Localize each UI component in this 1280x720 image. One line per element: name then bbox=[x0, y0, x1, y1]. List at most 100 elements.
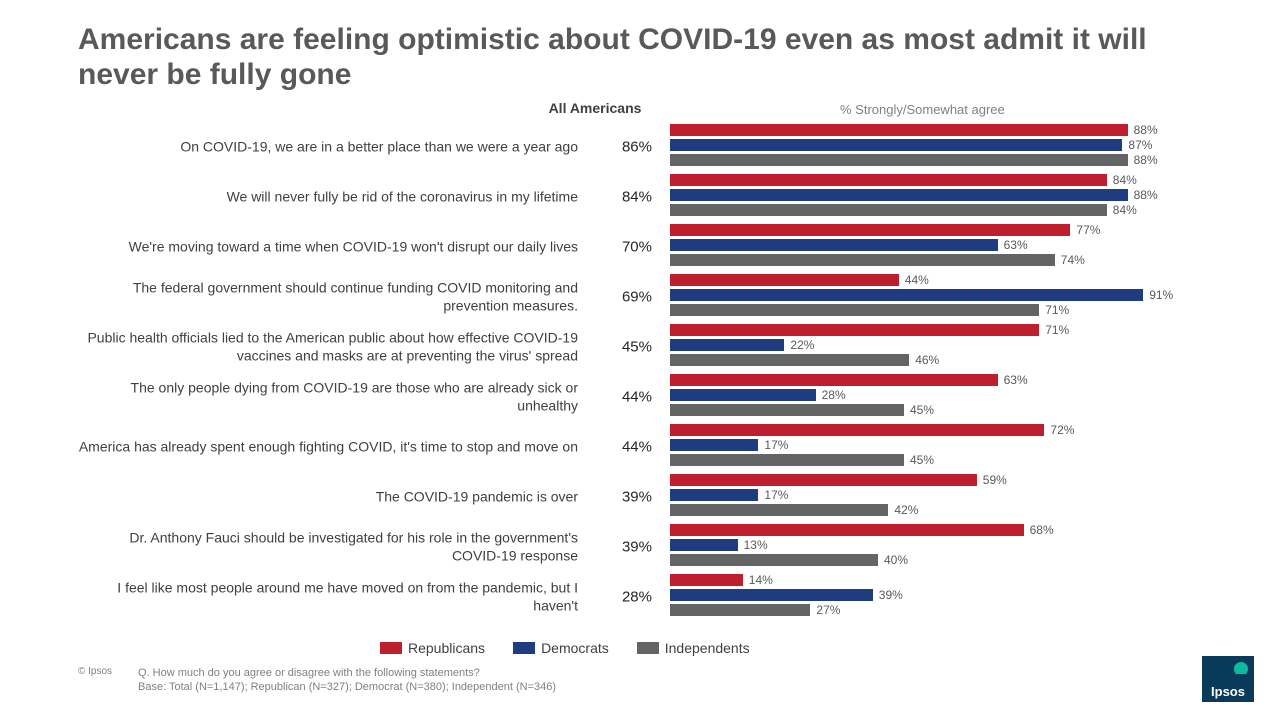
chart-row: The only people dying from COVID-19 are … bbox=[78, 372, 1238, 422]
bar-group: 44% 91% 71% bbox=[670, 274, 1190, 320]
bar-democrats: 39% bbox=[670, 589, 873, 601]
swatch-democrats bbox=[513, 642, 535, 654]
bar-value-independents: 74% bbox=[1061, 253, 1085, 267]
bar-value-republicans: 63% bbox=[1004, 373, 1028, 387]
bar-democrats: 28% bbox=[670, 389, 816, 401]
copyright: © Ipsos bbox=[78, 666, 112, 677]
bar-value-republicans: 77% bbox=[1076, 223, 1100, 237]
chart-row: Public health officials lied to the Amer… bbox=[78, 322, 1238, 372]
chart-row: Dr. Anthony Fauci should be investigated… bbox=[78, 522, 1238, 572]
bar-value-independents: 42% bbox=[894, 503, 918, 517]
bar-value-independents: 40% bbox=[884, 553, 908, 567]
column-header-pct: % Strongly/Somewhat agree bbox=[840, 102, 1005, 117]
swatch-independents bbox=[637, 642, 659, 654]
bar-value-democrats: 88% bbox=[1134, 188, 1158, 202]
statement-label: The only people dying from COVID-19 are … bbox=[78, 380, 578, 415]
statement-label: Dr. Anthony Fauci should be investigated… bbox=[78, 530, 578, 565]
bar-independents: 42% bbox=[670, 504, 888, 516]
bar-republicans: 59% bbox=[670, 474, 977, 486]
bar-value-independents: 88% bbox=[1134, 153, 1158, 167]
bar-democrats: 87% bbox=[670, 139, 1122, 151]
legend-republicans: Republicans bbox=[380, 640, 485, 656]
bar-value-democrats: 91% bbox=[1149, 288, 1173, 302]
bar-democrats: 63% bbox=[670, 239, 998, 251]
bar-democrats: 13% bbox=[670, 539, 738, 551]
bar-group: 72% 17% 45% bbox=[670, 424, 1190, 470]
bar-value-independents: 71% bbox=[1045, 303, 1069, 317]
all-americans-value: 45% bbox=[598, 339, 652, 356]
all-americans-value: 86% bbox=[598, 139, 652, 156]
legend-democrats: Democrats bbox=[513, 640, 609, 656]
footer-base: Base: Total (N=1,147); Republican (N=327… bbox=[138, 680, 556, 694]
bar-democrats: 17% bbox=[670, 439, 758, 451]
bar-republicans: 84% bbox=[670, 174, 1107, 186]
bar-group: 88%87%88% bbox=[670, 124, 1190, 170]
bar-republicans: 14% bbox=[670, 574, 743, 586]
chart-title: Americans are feeling optimistic about C… bbox=[78, 22, 1198, 93]
bar-value-republicans: 14% bbox=[749, 573, 773, 587]
footer-question: Q. How much do you agree or disagree wit… bbox=[138, 666, 556, 680]
legend-label-independents: Independents bbox=[665, 640, 750, 656]
bar-independents: 84% bbox=[670, 204, 1107, 216]
legend-independents: Independents bbox=[637, 640, 750, 656]
bar-value-republicans: 84% bbox=[1113, 173, 1137, 187]
chart-row: The COVID-19 pandemic is over39%59%17%42… bbox=[78, 472, 1238, 522]
bar-republicans: 72% bbox=[670, 424, 1044, 436]
chart-row: America has already spent enough fightin… bbox=[78, 422, 1238, 472]
all-americans-value: 39% bbox=[598, 489, 652, 506]
bar-value-independents: 27% bbox=[816, 603, 840, 617]
bar-value-democrats: 63% bbox=[1004, 238, 1028, 252]
bar-republicans: 63% bbox=[670, 374, 998, 386]
swatch-republicans bbox=[380, 642, 402, 654]
legend: Republicans Democrats Independents bbox=[380, 640, 750, 656]
all-americans-value: 70% bbox=[598, 239, 652, 256]
statement-label: The federal government should continue f… bbox=[78, 280, 578, 315]
bar-value-democrats: 39% bbox=[879, 588, 903, 602]
bar-value-republicans: 59% bbox=[983, 473, 1007, 487]
bar-group: 59% 17% 42% bbox=[670, 474, 1190, 520]
bar-group: 63% 28% 45% bbox=[670, 374, 1190, 420]
all-americans-value: 69% bbox=[598, 289, 652, 306]
statement-label: America has already spent enough fightin… bbox=[78, 438, 578, 456]
bar-value-independents: 45% bbox=[910, 403, 934, 417]
bar-democrats: 22% bbox=[670, 339, 784, 351]
all-americans-value: 44% bbox=[598, 439, 652, 456]
legend-label-republicans: Republicans bbox=[408, 640, 485, 656]
footer-text: Q. How much do you agree or disagree wit… bbox=[138, 666, 556, 695]
bar-value-republicans: 88% bbox=[1134, 123, 1158, 137]
bar-value-democrats: 22% bbox=[790, 338, 814, 352]
bar-value-democrats: 28% bbox=[822, 388, 846, 402]
bar-independents: 45% bbox=[670, 404, 904, 416]
statement-label: I feel like most people around me have m… bbox=[78, 580, 578, 615]
bar-democrats: 88% bbox=[670, 189, 1128, 201]
bar-democrats: 91% bbox=[670, 289, 1143, 301]
bar-value-republicans: 71% bbox=[1045, 323, 1069, 337]
bar-value-democrats: 17% bbox=[764, 438, 788, 452]
statement-label: We will never fully be rid of the corona… bbox=[78, 188, 578, 206]
bar-republicans: 44% bbox=[670, 274, 899, 286]
chart-row: We will never fully be rid of the corona… bbox=[78, 172, 1238, 222]
bar-value-democrats: 87% bbox=[1128, 138, 1152, 152]
bar-republicans: 71% bbox=[670, 324, 1039, 336]
chart-row: I feel like most people around me have m… bbox=[78, 572, 1238, 622]
bar-value-democrats: 13% bbox=[744, 538, 768, 552]
bar-group: 71% 22% 46% bbox=[670, 324, 1190, 370]
chart-row: On COVID-19, we are in a better place th… bbox=[78, 122, 1238, 172]
logo-text: Ipsos bbox=[1211, 684, 1245, 699]
statement-label: Public health officials lied to the Amer… bbox=[78, 330, 578, 365]
bar-republicans: 88% bbox=[670, 124, 1128, 136]
bar-independents: 88% bbox=[670, 154, 1128, 166]
bar-independents: 74% bbox=[670, 254, 1055, 266]
bar-group: 14% 39% 27% bbox=[670, 574, 1190, 620]
all-americans-value: 39% bbox=[598, 539, 652, 556]
all-americans-value: 28% bbox=[598, 589, 652, 606]
bar-value-republicans: 72% bbox=[1050, 423, 1074, 437]
bar-republicans: 77% bbox=[670, 224, 1070, 236]
bar-independents: 27% bbox=[670, 604, 810, 616]
bar-democrats: 17% bbox=[670, 489, 758, 501]
bar-republicans: 68% bbox=[670, 524, 1024, 536]
bar-independents: 46% bbox=[670, 354, 909, 366]
bar-value-independents: 45% bbox=[910, 453, 934, 467]
statement-label: On COVID-19, we are in a better place th… bbox=[78, 138, 578, 156]
bar-value-independents: 84% bbox=[1113, 203, 1137, 217]
